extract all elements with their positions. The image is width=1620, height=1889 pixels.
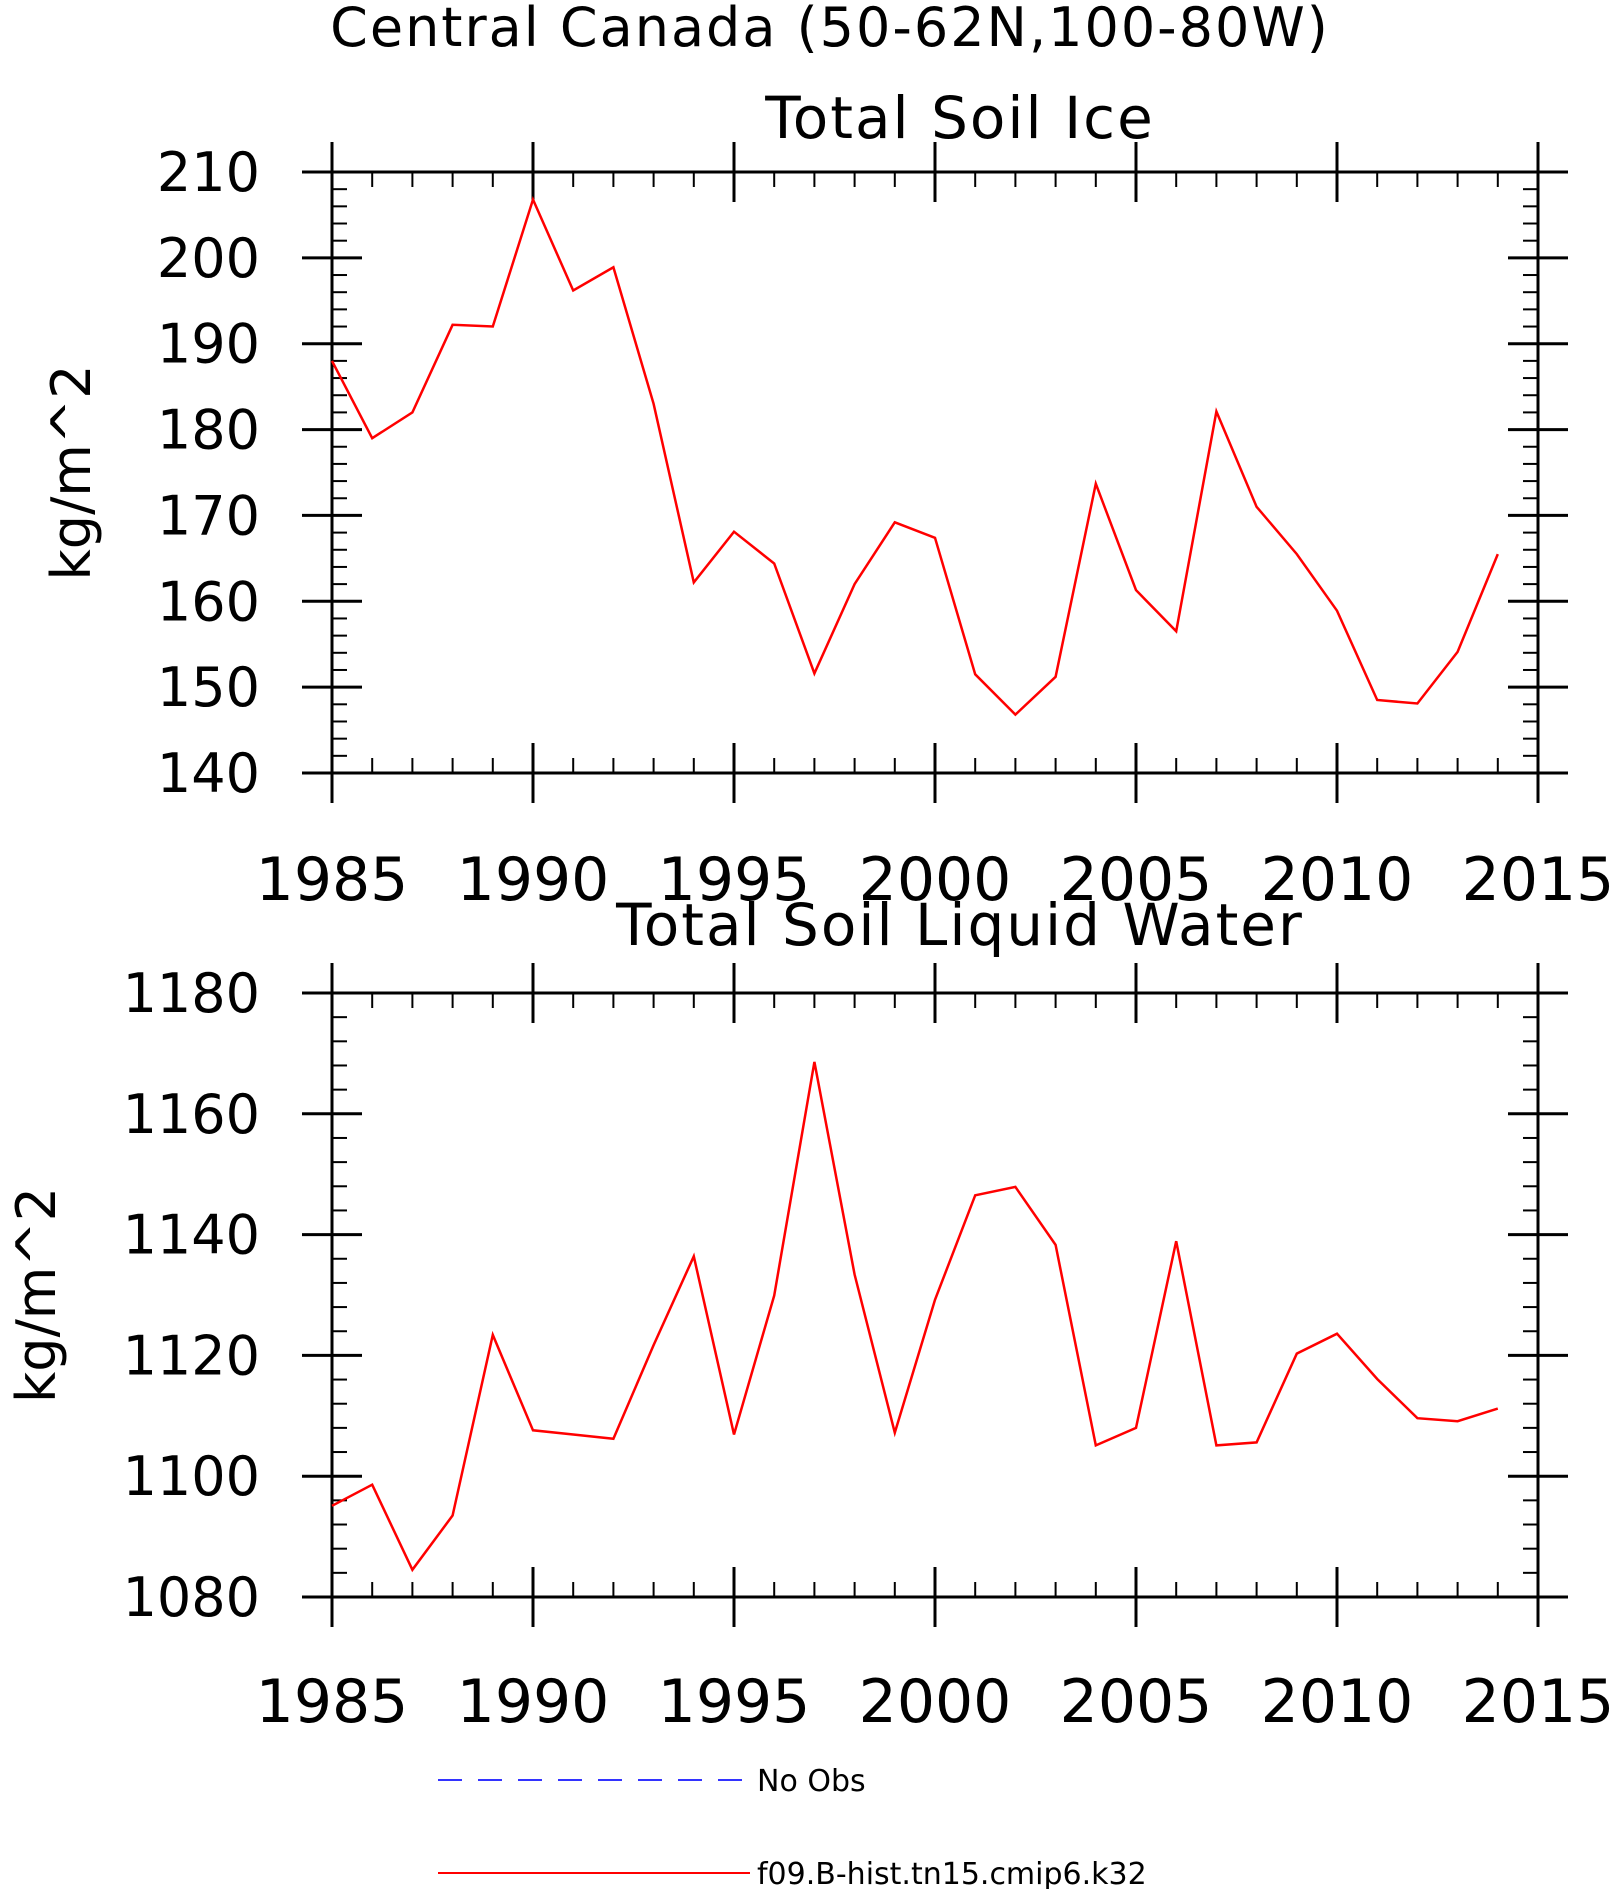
x-tick-label: 1985 — [256, 1667, 409, 1737]
y-tick-label: 160 — [157, 570, 260, 633]
x-tick-label: 1995 — [658, 1667, 811, 1737]
y-tick-label: 180 — [157, 399, 260, 462]
y-tick-label: 1140 — [123, 1204, 260, 1267]
x-tick-label: 2015 — [1462, 1667, 1615, 1737]
y-tick-label: 200 — [157, 227, 260, 290]
y-tick-label: 1180 — [123, 962, 260, 1025]
chart-panel-soil-liquid-water: Total Soil Liquid Water 1080 1100 1120 1140 1… — [5, 891, 1614, 1737]
x-tick-label: 1985 — [256, 845, 409, 915]
legend-label-model-run: f09.B-hist.tn15.cmip6.k32 — [757, 1857, 1147, 1889]
y-axis-label: kg/m^2 — [40, 365, 103, 581]
chart-panel-soil-ice: Total Soil Ice 140 150 160 170 180 190 200 210 19… — [40, 84, 1614, 915]
y-tick-label: 170 — [157, 484, 260, 547]
y-tick-label: 140 — [157, 742, 260, 805]
x-tick-label: 1990 — [457, 1667, 610, 1737]
y-tick-label: 190 — [157, 313, 260, 376]
panel-title: Total Soil Ice — [764, 84, 1155, 152]
legend: No Obs f09.B-hist.tn15.cmip6.k32 — [438, 1764, 1147, 1889]
x-tick-label: 2005 — [1060, 845, 1213, 915]
x-tick-label: 2010 — [1261, 845, 1414, 915]
y-axis-label: kg/m^2 — [5, 1187, 68, 1403]
x-tick-label: 1995 — [658, 845, 811, 915]
series-line — [331, 1061, 1499, 1573]
y-tick-label: 1080 — [123, 1566, 260, 1629]
figure-title: Central Canada (50-62N,100-80W) — [330, 0, 1330, 59]
x-tick-label: 2015 — [1462, 845, 1615, 915]
x-tick-label: 2010 — [1261, 1667, 1414, 1737]
x-tick-label: 2000 — [859, 1667, 1012, 1737]
y-tick-label: 1100 — [123, 1445, 260, 1508]
y-tick-label: 1120 — [123, 1324, 260, 1387]
plot-frame — [330, 991, 1540, 1599]
series-line — [330, 195, 1499, 717]
y-tick-label: 150 — [157, 656, 260, 719]
panel-title: Total Soil Liquid Water — [615, 891, 1304, 959]
y-tick-label: 1160 — [123, 1083, 260, 1146]
legend-label-no-obs: No Obs — [757, 1764, 866, 1799]
x-tick-label: 1990 — [457, 845, 610, 915]
x-tick-label: 2005 — [1060, 1667, 1213, 1737]
x-tick-label: 2000 — [859, 845, 1012, 915]
y-tick-label: 210 — [157, 141, 260, 204]
